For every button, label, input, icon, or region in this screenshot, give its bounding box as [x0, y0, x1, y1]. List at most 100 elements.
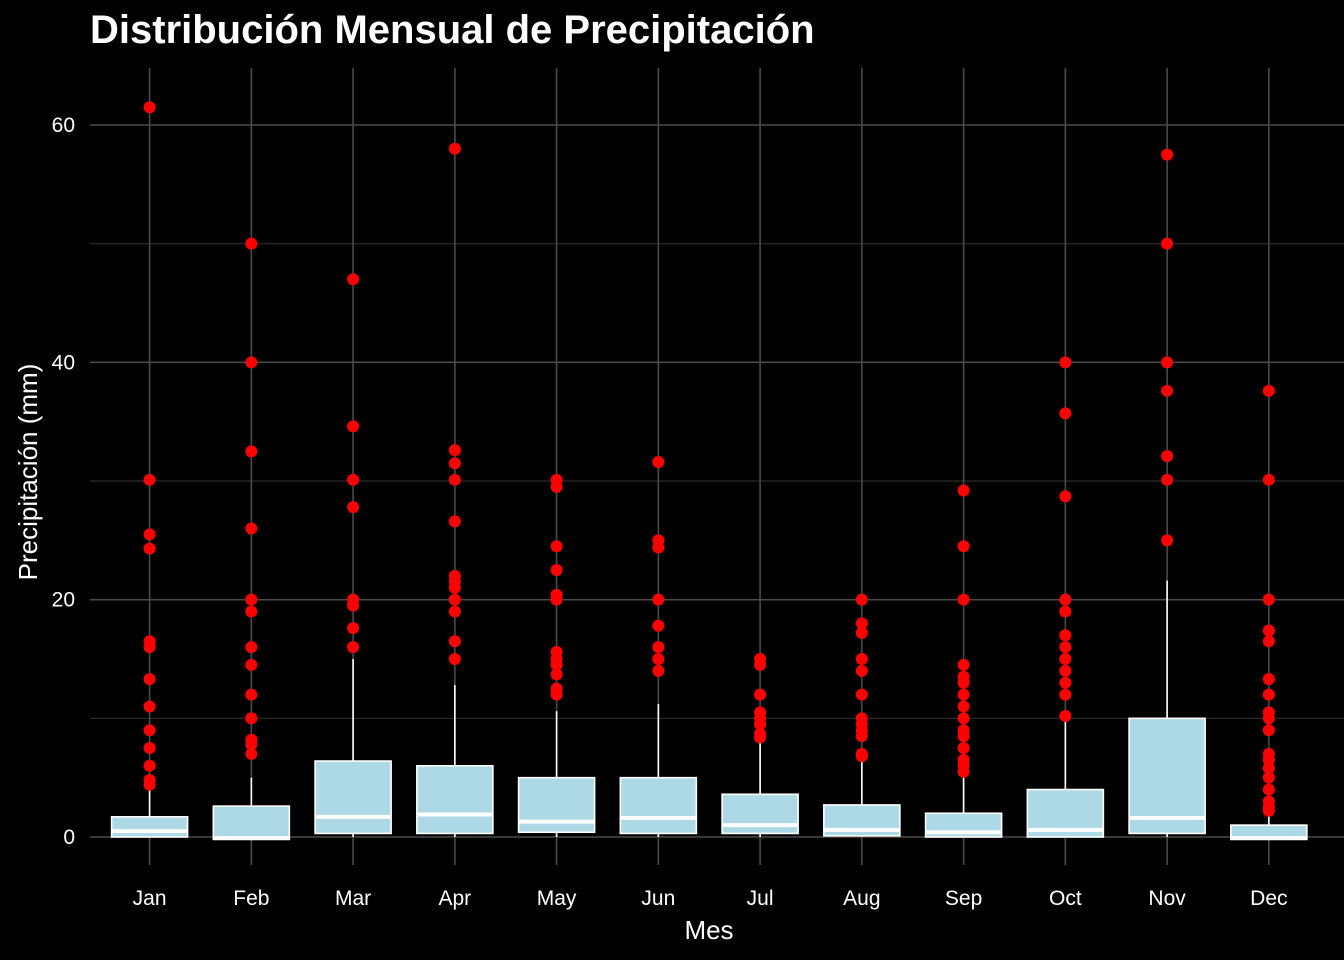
- outlier-point: [448, 457, 461, 470]
- x-tick-label: Apr: [439, 887, 472, 910]
- box-iqr: [314, 760, 392, 835]
- outlier-point: [143, 700, 156, 713]
- outlier-point: [754, 688, 767, 701]
- outlier-point: [245, 593, 258, 606]
- outlier-point: [143, 473, 156, 486]
- outlier-point: [245, 356, 258, 369]
- chart-title: Distribución Mensual de Precipitación: [90, 8, 815, 52]
- outlier-point: [245, 712, 258, 725]
- y-axis-title: Precipitación (mm): [13, 364, 43, 581]
- outlier-point: [448, 605, 461, 618]
- outlier-point: [347, 599, 360, 612]
- outlier-point: [1262, 771, 1275, 784]
- outlier-point: [1059, 629, 1072, 642]
- outlier-point: [245, 605, 258, 618]
- box-mar: [314, 659, 392, 837]
- outlier-point: [1262, 688, 1275, 701]
- outlier-point: [1262, 635, 1275, 648]
- outlier-point: [245, 688, 258, 701]
- outlier-point: [550, 480, 563, 493]
- outlier-point: [1262, 593, 1275, 606]
- box-iqr: [517, 776, 596, 834]
- box-jul: [721, 742, 799, 837]
- outlier-point: [957, 712, 970, 725]
- outlier-point: [1262, 753, 1275, 766]
- outlier-point: [143, 759, 156, 772]
- outlier-point: [957, 540, 970, 553]
- box-dec: [1230, 813, 1308, 841]
- y-tick-label: 60: [52, 114, 75, 137]
- box-iqr: [1128, 717, 1206, 835]
- x-tick-label: Dec: [1250, 887, 1287, 910]
- x-tick-label: Mar: [335, 887, 371, 910]
- outlier-point: [448, 142, 461, 155]
- x-tick-label: Sep: [945, 887, 982, 910]
- outlier-point: [1262, 804, 1275, 817]
- x-axis-title: Mes: [684, 915, 733, 945]
- outlier-points: [143, 101, 1275, 817]
- outlier-point: [1161, 534, 1174, 547]
- outlier-point: [1161, 473, 1174, 486]
- outlier-point: [652, 541, 665, 554]
- outlier-point: [143, 673, 156, 686]
- outlier-point: [855, 593, 868, 606]
- y-axis-ticks: 0 20 40 60: [52, 114, 75, 849]
- outlier-point: [1262, 673, 1275, 686]
- x-tick-label: May: [537, 887, 577, 910]
- y-tick-label: 0: [63, 826, 75, 849]
- outlier-point: [550, 668, 563, 681]
- outlier-point: [143, 528, 156, 541]
- x-tick-label: Jun: [641, 887, 675, 910]
- outlier-point: [347, 273, 360, 286]
- box-iqr: [619, 776, 698, 835]
- outlier-point: [550, 658, 563, 671]
- box-iqr: [721, 793, 799, 835]
- box-iqr: [110, 816, 189, 838]
- outlier-point: [448, 635, 461, 648]
- outlier-point: [245, 237, 258, 250]
- outlier-point: [1262, 762, 1275, 775]
- box-jun: [619, 704, 698, 837]
- outlier-point: [347, 641, 360, 654]
- x-tick-label: Feb: [233, 887, 269, 910]
- box-sep: [924, 777, 1003, 838]
- outlier-point: [855, 750, 868, 763]
- outlier-point: [754, 731, 767, 744]
- outlier-point: [1161, 384, 1174, 397]
- box-jan: [110, 789, 189, 838]
- outlier-point: [550, 540, 563, 553]
- box-aug: [823, 761, 901, 837]
- boxplots: [110, 580, 1308, 841]
- y-tick-label: 20: [52, 589, 75, 612]
- outlier-point: [1059, 641, 1072, 654]
- outlier-point: [1059, 490, 1072, 503]
- outlier-point: [652, 619, 665, 632]
- outlier-point: [550, 688, 563, 701]
- x-tick-label: Oct: [1049, 887, 1082, 910]
- outlier-point: [652, 664, 665, 677]
- outlier-point: [855, 688, 868, 701]
- x-tick-label: Jan: [133, 887, 167, 910]
- outlier-point: [652, 456, 665, 469]
- box-iqr: [416, 764, 494, 835]
- box-may: [517, 711, 596, 837]
- outlier-point: [957, 730, 970, 743]
- box-feb: [212, 777, 291, 841]
- outlier-point: [143, 724, 156, 737]
- outlier-point: [754, 718, 767, 731]
- outlier-point: [1161, 356, 1174, 369]
- outlier-point: [957, 765, 970, 778]
- outlier-point: [1059, 664, 1072, 677]
- y-tick-label: 40: [52, 351, 75, 374]
- outlier-point: [448, 473, 461, 486]
- outlier-point: [347, 473, 360, 486]
- outlier-point: [1059, 605, 1072, 618]
- outlier-point: [143, 101, 156, 114]
- box-apr: [416, 685, 494, 837]
- outlier-point: [652, 593, 665, 606]
- outlier-point: [957, 484, 970, 497]
- outlier-point: [1059, 653, 1072, 665]
- outlier-point: [652, 653, 665, 665]
- outlier-point: [143, 542, 156, 555]
- outlier-point: [754, 658, 767, 671]
